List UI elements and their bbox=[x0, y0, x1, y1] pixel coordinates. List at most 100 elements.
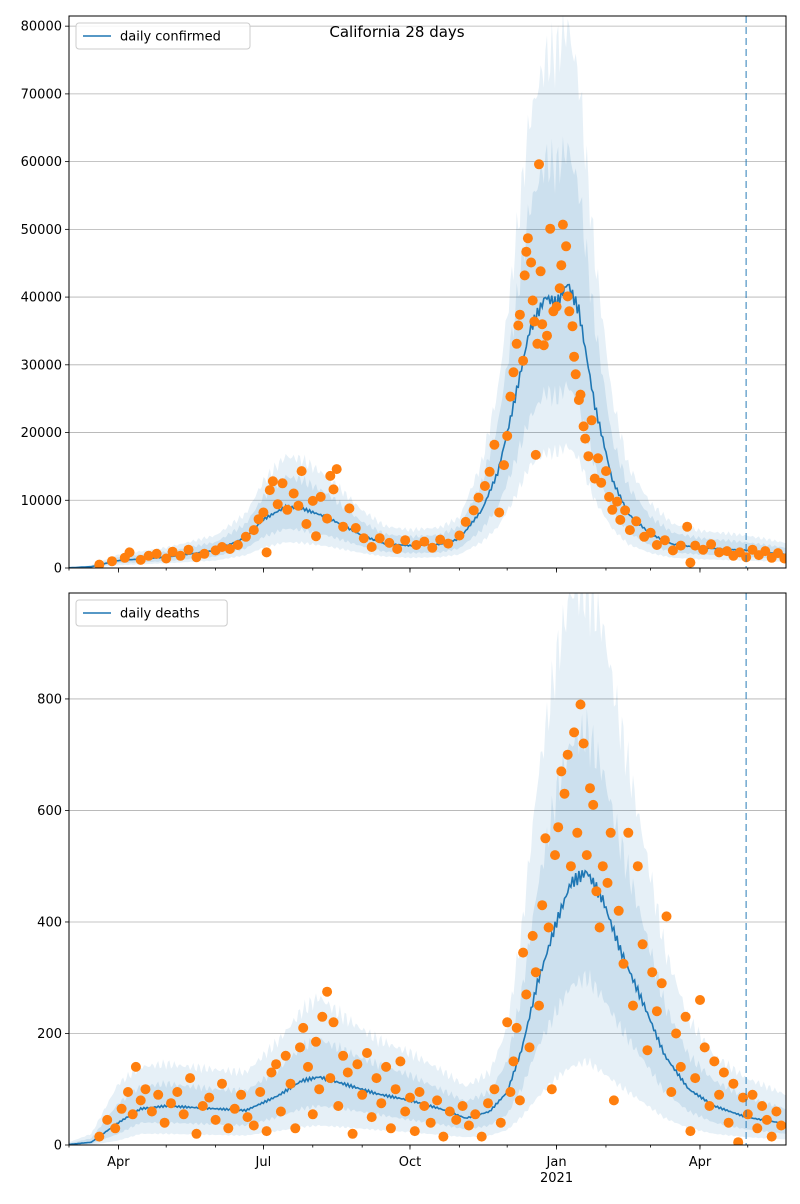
data-point bbox=[293, 500, 304, 511]
y-tick-label: 60000 bbox=[21, 155, 62, 170]
data-point bbox=[271, 1059, 282, 1070]
data-point bbox=[358, 533, 369, 544]
data-point bbox=[527, 930, 538, 941]
data-point bbox=[631, 516, 642, 527]
data-point bbox=[519, 270, 530, 281]
data-point bbox=[699, 1042, 710, 1053]
data-point bbox=[338, 1050, 349, 1061]
data-point bbox=[601, 466, 611, 477]
y-tick-label: 200 bbox=[37, 1027, 62, 1042]
data-point bbox=[695, 995, 705, 1005]
data-point bbox=[338, 521, 349, 532]
data-point bbox=[210, 1114, 221, 1125]
data-point bbox=[607, 504, 618, 515]
data-point bbox=[508, 1056, 519, 1067]
data-point bbox=[728, 1078, 739, 1089]
data-point bbox=[514, 1095, 525, 1106]
data-point bbox=[123, 1087, 133, 1097]
data-point bbox=[444, 1106, 455, 1117]
y-tick-label: 600 bbox=[37, 804, 62, 819]
x-tick-sublabel: 2021 bbox=[540, 1171, 573, 1186]
data-point bbox=[443, 538, 454, 549]
data-point bbox=[588, 799, 599, 810]
data-point bbox=[261, 547, 272, 558]
data-point bbox=[623, 827, 634, 838]
data-point bbox=[567, 321, 578, 332]
data-point bbox=[586, 415, 597, 426]
data-point bbox=[376, 1098, 387, 1109]
legend: daily confirmed bbox=[75, 22, 251, 50]
data-point bbox=[328, 1017, 339, 1028]
data-point bbox=[258, 507, 269, 518]
data-point bbox=[575, 389, 586, 400]
data-point bbox=[605, 827, 616, 838]
data-point bbox=[381, 1061, 392, 1072]
data-point bbox=[709, 1056, 720, 1067]
data-point bbox=[143, 550, 154, 561]
data-point bbox=[427, 542, 438, 553]
data-point bbox=[185, 1073, 196, 1084]
data-point bbox=[470, 1109, 481, 1120]
series-line-confirmed bbox=[69, 283, 786, 568]
data-point bbox=[565, 861, 576, 872]
data-point bbox=[583, 451, 594, 462]
data-point bbox=[596, 477, 607, 488]
data-point bbox=[557, 219, 568, 230]
axes-frame bbox=[68, 15, 787, 569]
x-tick-label: Jan bbox=[546, 1155, 567, 1170]
data-point bbox=[494, 507, 505, 518]
data-point bbox=[183, 544, 194, 555]
plot-area bbox=[69, 16, 786, 568]
data-point bbox=[435, 534, 446, 545]
data-point bbox=[706, 539, 717, 550]
data-point bbox=[659, 535, 670, 546]
data-point bbox=[578, 421, 589, 432]
data-point bbox=[191, 1128, 202, 1139]
data-point bbox=[538, 340, 549, 351]
data-point bbox=[282, 504, 293, 515]
data-point bbox=[714, 1089, 725, 1100]
data-point bbox=[575, 699, 586, 710]
data-point bbox=[591, 886, 602, 897]
data-point bbox=[135, 1095, 146, 1106]
data-point bbox=[135, 554, 146, 565]
outer-uncertainty-band bbox=[69, 16, 786, 568]
y-tick-label: 80000 bbox=[21, 20, 62, 35]
inner-uncertainty-band bbox=[69, 708, 786, 1145]
y-tick-label: 50000 bbox=[21, 223, 62, 238]
data-point bbox=[473, 492, 484, 503]
chart-title: California 28 days bbox=[329, 23, 464, 41]
data-point bbox=[682, 521, 693, 532]
data-point bbox=[468, 505, 479, 516]
data-point bbox=[564, 306, 575, 317]
data-point bbox=[102, 1114, 113, 1125]
data-point bbox=[311, 531, 321, 542]
data-point bbox=[352, 1059, 363, 1070]
data-point bbox=[511, 1022, 522, 1033]
data-point bbox=[275, 1106, 286, 1117]
data-point bbox=[704, 1101, 715, 1111]
data-point bbox=[232, 540, 243, 550]
data-point bbox=[502, 430, 513, 441]
data-point bbox=[432, 1095, 443, 1106]
data-point bbox=[534, 1000, 544, 1011]
data-point bbox=[550, 850, 560, 861]
data-point bbox=[618, 958, 629, 969]
data-point bbox=[140, 1084, 151, 1095]
data-point bbox=[505, 391, 516, 402]
data-point bbox=[153, 1089, 164, 1100]
data-point bbox=[94, 559, 105, 568]
panel-confirmed: 0 10000 20000 30000 40000 50000 60000 70000 8000… bbox=[21, 15, 787, 577]
legend: daily deaths bbox=[75, 599, 228, 627]
y-tick-label: 0 bbox=[54, 1139, 62, 1154]
data-point bbox=[325, 1073, 336, 1084]
data-point bbox=[545, 223, 556, 234]
data-point bbox=[130, 1061, 141, 1072]
data-point bbox=[366, 1112, 377, 1123]
data-point bbox=[400, 1106, 411, 1117]
data-point bbox=[277, 478, 288, 489]
data-point bbox=[159, 1117, 170, 1128]
data-point bbox=[757, 1101, 768, 1111]
data-point bbox=[94, 1131, 105, 1142]
